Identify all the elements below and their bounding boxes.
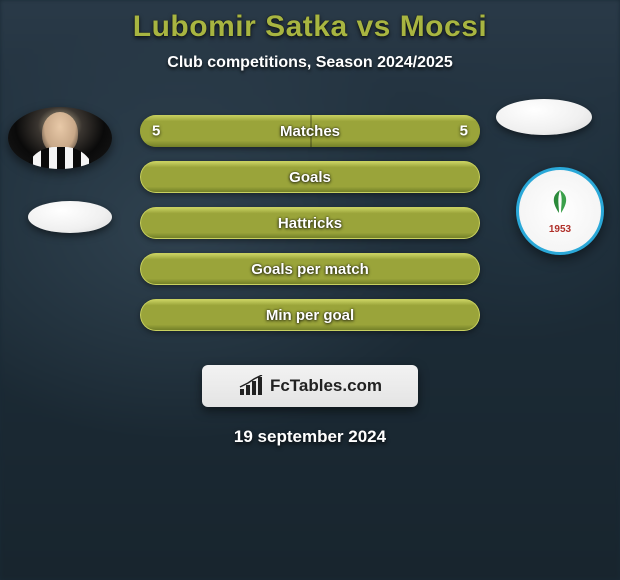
club-right-oval — [496, 99, 592, 135]
stat-label: Hattricks — [278, 215, 342, 232]
club-right-badge: 1953 — [516, 167, 604, 255]
stat-bar: Goals per match — [140, 253, 480, 285]
date-text: 19 september 2024 — [0, 427, 620, 447]
page-subtitle: Club competitions, Season 2024/2025 — [0, 54, 620, 72]
stat-bar: Hattricks — [140, 207, 480, 239]
club-left-badge — [28, 201, 112, 233]
compare-area: 1953 5 5 Matches Goals Hattricks Goals per ma… — [0, 107, 620, 357]
stat-bar: Goals — [140, 161, 480, 193]
player-left-avatar — [8, 107, 112, 169]
stat-value-right: 5 — [460, 123, 468, 140]
attribution-badge: FcTables.com — [202, 365, 418, 407]
stat-label: Goals — [289, 169, 331, 186]
page-title: Lubomir Satka vs Mocsi — [0, 10, 620, 44]
stat-label: Matches — [280, 123, 340, 140]
stat-bar: Min per goal — [140, 299, 480, 331]
stat-bar: 5 5 Matches — [140, 115, 480, 147]
stat-label: Min per goal — [266, 307, 354, 324]
attribution-text: FcTables.com — [270, 376, 382, 396]
stat-label: Goals per match — [251, 261, 369, 278]
stat-value-left: 5 — [152, 123, 160, 140]
comparison-bars: 5 5 Matches Goals Hattricks Goals per match Mi… — [140, 115, 480, 345]
chart-icon — [238, 375, 264, 397]
avatar-oval — [8, 107, 112, 169]
